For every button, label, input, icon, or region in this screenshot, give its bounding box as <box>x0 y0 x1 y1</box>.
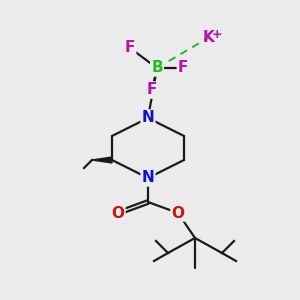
Text: F: F <box>125 40 135 56</box>
Text: K: K <box>202 31 214 46</box>
Polygon shape <box>92 157 112 163</box>
Text: B: B <box>151 61 163 76</box>
Text: F: F <box>147 82 157 98</box>
Text: F: F <box>178 61 188 76</box>
Text: O: O <box>112 206 124 220</box>
Text: +: + <box>212 28 222 41</box>
Text: N: N <box>142 110 154 125</box>
Text: O: O <box>172 206 184 220</box>
Text: N: N <box>142 170 154 185</box>
